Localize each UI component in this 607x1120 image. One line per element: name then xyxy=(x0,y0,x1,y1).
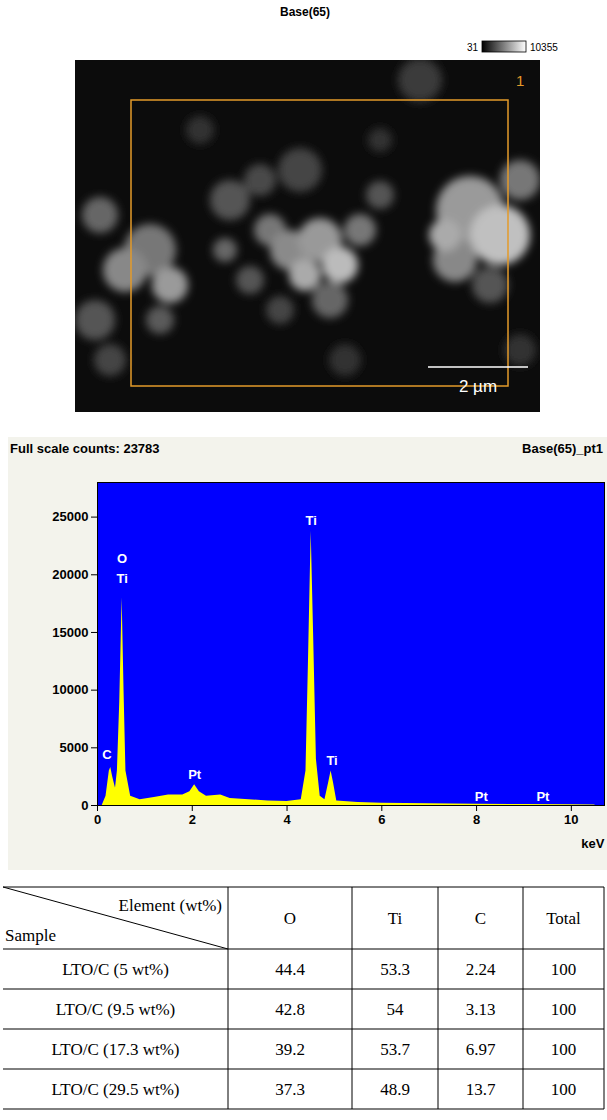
svg-text:10: 10 xyxy=(564,812,578,827)
svg-text:53.7: 53.7 xyxy=(380,1040,410,1059)
svg-text:2 µm: 2 µm xyxy=(459,377,497,396)
svg-text:2: 2 xyxy=(189,812,196,827)
svg-text:Base(65): Base(65) xyxy=(280,5,330,19)
svg-text:100: 100 xyxy=(551,1040,577,1059)
svg-text:42.8: 42.8 xyxy=(275,1000,305,1019)
svg-text:C: C xyxy=(475,909,486,928)
svg-text:25000: 25000 xyxy=(52,509,88,524)
svg-text:100: 100 xyxy=(551,1080,577,1099)
svg-text:39.2: 39.2 xyxy=(275,1040,305,1059)
svg-text:6: 6 xyxy=(378,812,385,827)
svg-text:3.13: 3.13 xyxy=(466,1000,496,1019)
svg-text:10355: 10355 xyxy=(530,42,558,53)
svg-text:LTO/C (29.5 wt%): LTO/C (29.5 wt%) xyxy=(52,1080,180,1099)
svg-text:C: C xyxy=(102,747,112,762)
svg-text:37.3: 37.3 xyxy=(275,1080,305,1099)
svg-text:Ti: Ti xyxy=(116,571,127,586)
html-text:Base(65)_pt1: Base(65)_pt1 xyxy=(522,441,603,456)
svg-text:keV: keV xyxy=(581,836,604,851)
svg-text:20000: 20000 xyxy=(52,567,88,582)
svg-text:5000: 5000 xyxy=(60,740,89,755)
svg-text:Total: Total xyxy=(546,909,581,928)
svg-text:6.97: 6.97 xyxy=(466,1040,496,1059)
svg-text:Ti: Ti xyxy=(326,753,337,768)
svg-text:Element (wt%): Element (wt%) xyxy=(119,896,222,915)
svg-text:Ti: Ti xyxy=(306,513,317,528)
svg-text:10000: 10000 xyxy=(52,682,88,697)
svg-text:48.9: 48.9 xyxy=(380,1080,410,1099)
svg-text:LTO/C (5 wt%): LTO/C (5 wt%) xyxy=(62,960,169,979)
svg-text:LTO/C (17.3 wt%): LTO/C (17.3 wt%) xyxy=(52,1040,180,1059)
svg-text:LTO/C (9.5 wt%): LTO/C (9.5 wt%) xyxy=(56,1000,175,1019)
svg-text:31: 31 xyxy=(467,42,479,53)
svg-text:4: 4 xyxy=(283,812,291,827)
svg-text:53.3: 53.3 xyxy=(380,960,410,979)
html-text:Full scale counts: 23783: Full scale counts: 23783 xyxy=(10,441,160,456)
svg-text:Pt: Pt xyxy=(475,789,489,804)
svg-text:O: O xyxy=(117,551,127,566)
svg-text:Sample: Sample xyxy=(5,926,56,945)
svg-text:54: 54 xyxy=(387,1000,405,1019)
svg-text:1: 1 xyxy=(516,72,524,89)
svg-text:2.24: 2.24 xyxy=(466,960,496,979)
svg-text:13.7: 13.7 xyxy=(466,1080,496,1099)
svg-text:100: 100 xyxy=(551,960,577,979)
svg-text:44.4: 44.4 xyxy=(275,960,305,979)
svg-text:Pt: Pt xyxy=(188,767,202,782)
svg-text:8: 8 xyxy=(473,812,480,827)
svg-text:Ti: Ti xyxy=(388,909,403,928)
svg-text:O: O xyxy=(284,909,296,928)
svg-text:100: 100 xyxy=(551,1000,577,1019)
svg-text:Pt: Pt xyxy=(536,789,550,804)
svg-text:0: 0 xyxy=(81,798,88,813)
svg-text:0: 0 xyxy=(94,812,101,827)
svg-text:15000: 15000 xyxy=(52,625,88,640)
